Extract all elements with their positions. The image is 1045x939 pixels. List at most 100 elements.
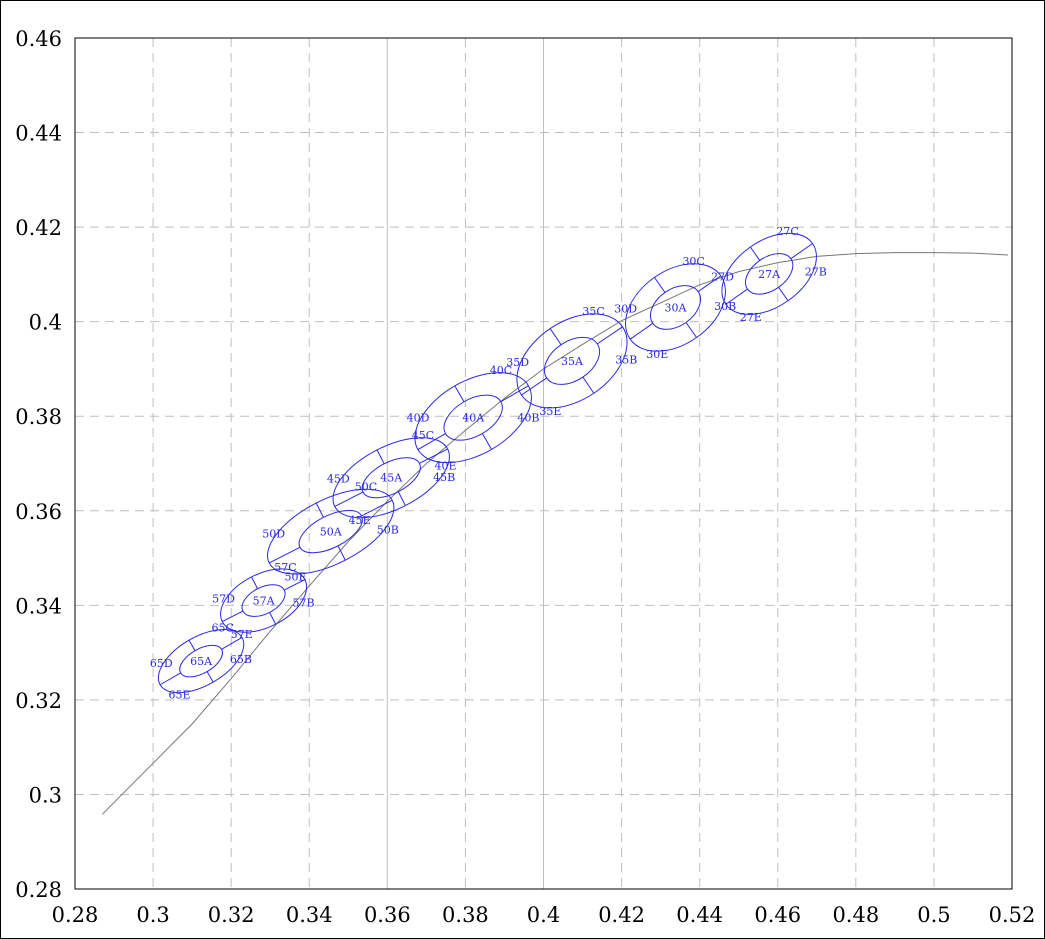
quadrant-label: 45E xyxy=(349,514,371,527)
ellipse-divider xyxy=(790,243,813,260)
ellipse-divider xyxy=(685,322,697,338)
ellipse-divider xyxy=(334,491,364,507)
ellipse-40: 40A 40B 40C 40D 40E xyxy=(407,364,540,473)
y-tick-label: 0.28 xyxy=(15,878,62,902)
ellipse-divider xyxy=(778,287,789,302)
quadrant-label: 35D xyxy=(506,356,529,369)
quadrant-label: 35A xyxy=(561,355,584,368)
quadrant-label: 40B xyxy=(517,412,539,425)
quadrant-label: 65C xyxy=(212,622,234,635)
quadrant-label: 27E xyxy=(740,311,762,324)
y-tick-label: 0.32 xyxy=(15,689,62,713)
ellipse-45: 45A 45B 45C 45D 45E xyxy=(327,429,455,527)
y-tick-label: 0.38 xyxy=(15,405,62,429)
ellipse-35: 35A 35B 35C 35D 35E xyxy=(506,305,637,418)
quadrant-label: 50B xyxy=(377,523,399,536)
quadrant-label: 50A xyxy=(320,526,343,539)
x-tick-label: 0.52 xyxy=(989,903,1036,927)
x-tick-label: 0.36 xyxy=(364,903,411,927)
ellipse-divider xyxy=(419,448,448,464)
ellipse-65: 65A 65B 65C 65D 65E xyxy=(150,622,252,702)
y-tick-label: 0.3 xyxy=(29,783,62,807)
ellipse-divider xyxy=(188,639,196,651)
quadrant-label: 45A xyxy=(380,472,403,485)
ellipse-divider xyxy=(596,326,623,345)
ellipse-divider xyxy=(283,579,306,591)
quadrant-label: 40E xyxy=(435,459,457,472)
planckian-locus-curve xyxy=(101,252,1009,815)
ellipse-27: 27A 27B 27C 27D 27E xyxy=(711,225,827,324)
y-tick-label: 0.36 xyxy=(15,500,62,524)
ellipse-divider xyxy=(361,499,393,517)
grid-lines xyxy=(75,38,1012,889)
ellipse-divider xyxy=(521,377,547,396)
quadrant-label: 35C xyxy=(582,305,604,318)
x-tick-label: 0.32 xyxy=(208,903,255,927)
x-tick-label: 0.5 xyxy=(917,903,950,927)
ellipse-divider xyxy=(582,376,595,394)
ellipse-divider xyxy=(269,612,277,625)
quadrant-label: 45C xyxy=(412,429,434,442)
quadrant-label: 35B xyxy=(615,354,637,367)
ellipse-divider xyxy=(222,610,244,623)
quadrant-label: 30C xyxy=(682,255,704,268)
ellipse-divider xyxy=(549,328,562,346)
quadrant-label: 45B xyxy=(433,471,455,484)
quadrant-label: 65B xyxy=(230,653,252,666)
quadrant-label: 50D xyxy=(262,528,285,541)
x-tick-label: 0.28 xyxy=(52,903,99,927)
ellipse-divider xyxy=(417,433,446,450)
ellipse-divider xyxy=(376,449,385,465)
x-tick-label: 0.42 xyxy=(598,903,645,927)
ellipse-divider xyxy=(268,546,301,564)
ellipse-divider xyxy=(454,385,465,403)
quadrant-label: 27B xyxy=(805,265,827,278)
ellipse-divider xyxy=(749,246,761,261)
quadrant-label: 57B xyxy=(293,597,315,610)
x-tick-label: 0.3 xyxy=(136,903,169,927)
ellipse-57: 57A 57B 57C 57D 57E xyxy=(212,561,315,641)
quadrant-label: 27A xyxy=(758,268,781,281)
ellipse-divider xyxy=(251,576,259,589)
quadrant-label: 30A xyxy=(664,301,687,314)
quadrant-label: 50E xyxy=(284,570,306,583)
ellipse-divider xyxy=(481,433,492,450)
ellipse-divider xyxy=(337,545,346,561)
quadrant-label: 65A xyxy=(190,655,213,668)
quadrant-label: 35E xyxy=(539,405,561,418)
ellipse-divider xyxy=(221,637,243,650)
x-tick-label: 0.46 xyxy=(754,903,801,927)
quadrant-label: 65E xyxy=(168,689,190,702)
quadrant-label: 27D xyxy=(711,271,734,284)
y-tick-label: 0.42 xyxy=(15,216,62,240)
plot-area-border xyxy=(74,37,1013,890)
quadrant-label: 65D xyxy=(150,657,173,670)
ellipse-divider xyxy=(397,491,406,506)
quadrant-label: 30E xyxy=(646,348,668,361)
planckian-locus xyxy=(101,252,1009,815)
ellipse-divider xyxy=(159,672,181,686)
y-axis-tick-labels: 0.28 0.3 0.32 0.34 0.36 0.38 0.4 0.42 0.44 0.46 xyxy=(15,27,62,902)
ellipse-50: 50A 50B 50C 50D 50E xyxy=(262,481,399,584)
ellipse-divider xyxy=(697,275,722,293)
x-tick-label: 0.38 xyxy=(442,903,489,927)
quadrant-label: 27C xyxy=(776,225,798,238)
quadrant-label: 50C xyxy=(355,481,377,494)
quadrant-label: 57A xyxy=(253,595,276,608)
quadrant-label: 40D xyxy=(407,412,430,425)
x-axis-tick-labels: 0.28 0.3 0.32 0.34 0.36 0.38 0.4 0.42 0.44 0.46 0.… xyxy=(52,903,1036,927)
quadrant-label: 40C xyxy=(490,364,512,377)
y-tick-label: 0.44 xyxy=(15,122,62,146)
quadrant-label: 57D xyxy=(212,593,235,606)
x-tick-label: 0.48 xyxy=(832,903,879,927)
ellipse-divider xyxy=(315,502,324,518)
ellipse-divider xyxy=(654,277,666,293)
ellipse-divider xyxy=(629,322,654,340)
ellipse-divider xyxy=(725,288,748,305)
x-tick-label: 0.4 xyxy=(527,903,560,927)
y-tick-label: 0.4 xyxy=(29,311,62,335)
quadrant-label: 57E xyxy=(231,628,253,641)
